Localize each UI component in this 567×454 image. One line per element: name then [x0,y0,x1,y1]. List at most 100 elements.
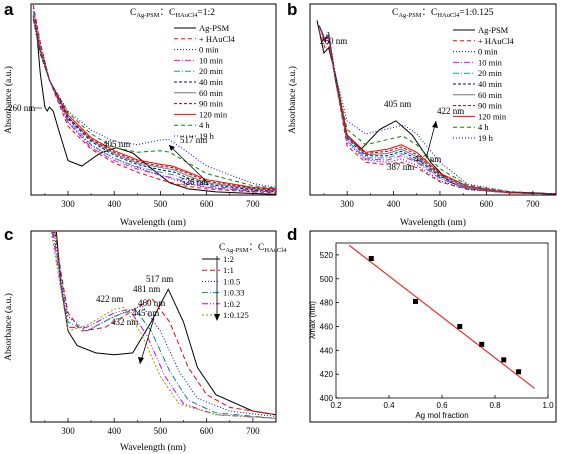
panel-b-trend-arrowhead [432,121,438,128]
panel-b-series [316,20,557,195]
panel-d-point [479,341,485,347]
panel-a-series-10-min [32,11,277,193]
panel-a-legend-label-40-min: 40 min [199,77,224,87]
panel-b-xticks: 300 400 500 600 700 [323,191,557,209]
panel-c-legend: 1:21:11:0.5 1:0.331:0.21:0.125 [202,254,249,320]
panel-b: b CAg-PSM：CHAuCl4=1:0.125 Ag-PSM+ HAuCl4… [287,0,557,228]
panel-a-trend-arrow [168,144,208,183]
panel-a-xtick-label: 700 [246,199,260,209]
panel-a-legend-label-120-min: 120 min [199,109,228,119]
panel-a-legend-label-60-min: 60 min [199,88,224,98]
panel-a-frame [30,3,277,196]
panel-c-legend-label-1-0-5: 1:0.5 [223,276,240,286]
panel-d-yticks: 400 420 440 460 480 500 520 [320,251,339,403]
panel-d-ytick-label: 420 [320,370,334,379]
panel-b-legend-label-4-h: 4 h [478,122,489,132]
panel-c-xtick-label: 400 [107,426,121,436]
panel-c-legend-label-1-0-2: 1:0.2 [223,299,240,309]
panel-a-series-ag-psm [35,19,277,195]
panel-b-annotation-387: 387 nm [387,162,414,172]
panel-b-legend-label-10-min: 10 min [478,57,503,67]
panel-c-series-1-0-2 [51,231,277,419]
panel-c-annotation-422: 422 nm [96,294,123,304]
panel-d-point [501,357,507,363]
panel-a-series-0-min [32,7,277,193]
panel-c-series-1-0-33 [52,231,277,419]
panel-b-xtick-label: 500 [433,199,447,209]
panel-a-xlabel: Wavelength (nm) [120,217,186,228]
panel-b-legend-label-60-min: 60 min [478,90,503,100]
panel-a-header: CAg-PSM：CHAuCl4=1:2 [130,8,215,19]
panel-c-annotation-481: 481 nm [133,284,160,294]
panel-c-series [50,231,277,419]
panel-a-legend-label-0-min: 0 min [199,45,219,55]
panel-b-legend-label-20-min: 20 min [478,68,503,78]
panel-b-frame [309,3,557,196]
panel-b-annotation-417: 417 nm [414,154,441,164]
panel-d-xtick-label: 1.0 [542,401,554,410]
panel-c-legend-label-1-1: 1:1 [223,265,234,275]
panel-c-xlabel: Wavelength (nm) [120,442,186,453]
panel-b-xlabel: Wavelength (nm) [400,217,466,228]
panel-d-xtick-label: 0.4 [383,401,395,410]
panel-d-point [516,369,522,375]
panel-b-xtick-label: 700 [526,199,540,209]
panel-c-xtick-label: 500 [154,426,168,436]
panel-a-legend-label-19-h: 19 h [199,131,215,141]
panel-a-series-40-min [32,15,277,192]
panel-d-xticks: 0.2 0.4 0.6 0.8 1.0 [330,395,554,410]
panel-a-label: a [4,0,14,19]
panel-b-ylabel: Absorbance (a.u.) [287,66,298,134]
panel-c-trend-arrow [139,317,155,365]
panel-c-xticks: 300 400 500 600 700 [44,418,277,436]
panel-b-legend-label-0-min: 0 min [478,47,498,57]
panel-c-series-1-2 [55,231,277,416]
panel-a-legend-label-90-min: 90 min [199,99,224,109]
panel-d-ytick-label: 480 [320,299,334,308]
panel-a-series-60-min [32,15,277,191]
panel-d-ytick-label: 440 [320,346,334,355]
panel-c-legend-arrowhead [214,314,220,321]
panel-d-point [413,298,418,304]
panel-b-annotation-422: 422 nm [437,106,464,116]
panel-c-legend-label-1-0-125: 1:0.125 [223,310,249,320]
panel-a-series-120-min [32,15,277,190]
panel-d-ytick-label: 460 [320,322,334,331]
panel-d-ytick-label: 520 [320,251,334,260]
panel-a-legend-label-ag-psm: Ag-PSM [199,23,230,33]
panel-d-ylabel: λmax (nm) [308,301,317,339]
panel-b-legend-label-90-min: 90 min [478,101,503,111]
panel-a-trend-arrowhead [169,145,175,151]
panel-d-fit-line [348,244,536,389]
panel-a-ylabel: Absorbance (a.u.) [3,66,14,134]
panel-c-series-1-0-5 [53,231,277,417]
panel-b-xtick-label: 300 [340,199,354,209]
panel-a-series [32,4,277,195]
panel-b-xtick-label: 400 [387,199,401,209]
panel-c-legend-label-1-2: 1:2 [223,254,234,264]
panel-c-annotation-517: 517 nm [146,274,173,284]
panel-a-annotation-260: 260 nm [8,103,35,113]
panel-a-xtick-label: 500 [154,199,168,209]
panel-c-ylabel: Absorbance (a.u.) [3,293,14,361]
panel-b-annotation-405: 405 nm [384,99,411,109]
panel-b-annotation-260: 260 nm [320,36,347,46]
panel-d-xtick-label: 0.2 [330,401,342,410]
panel-d-xlabel: Ag mol fraction [415,411,468,420]
panel-b-xtick-label: 600 [480,199,494,209]
panel-a-series-19-h [32,19,277,188]
panel-c-series-1-1 [54,231,277,416]
panel-c-annotation-460: 460 nm [138,298,165,308]
panel-c-xtick-label: 700 [246,426,260,436]
panel-c-frame [30,230,277,423]
panel-c-annotation-445: 445 nm [132,308,159,318]
panel-c-label: c [4,225,13,244]
panel-b-legend-label-19-h: 19 h [478,133,494,143]
panel-a-legend-label-4-h: 4 h [199,120,210,130]
panel-b-series-19-h [318,25,557,195]
panel-d-xtick-label: 0.6 [436,401,448,410]
panel-a-annotation-405: 405 nm [103,139,130,149]
